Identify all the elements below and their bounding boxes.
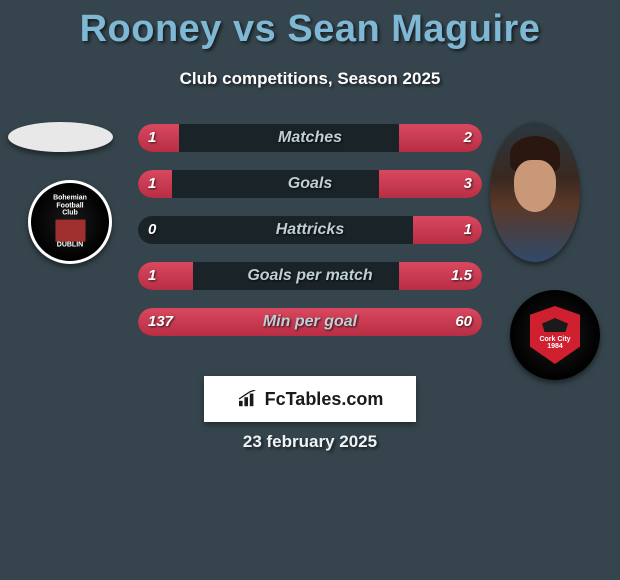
player2-photo [490,122,580,262]
crest-right-year: 1984 [530,343,580,350]
stat-row-goals: 1 Goals 3 [138,170,482,198]
stats-container: 1 Matches 2 1 Goals 3 0 Hattricks 1 1 Go… [138,124,482,354]
crest-left-label: Bohemian Football Club DUBLIN [51,195,90,250]
player2-club-crest: Cork City 1984 [510,290,600,380]
stat-row-hattricks: 0 Hattricks 1 [138,216,482,244]
shield-icon: Cork City 1984 [530,306,580,364]
title-vs: vs [233,8,276,50]
comparison-title: Rooney vs Sean Maguire [0,0,620,51]
subtitle: Club competitions, Season 2025 [0,69,620,89]
stat-value-right: 1.5 [451,262,472,290]
stat-row-goals-per-match: 1 Goals per match 1.5 [138,262,482,290]
stat-label: Matches [138,124,482,152]
stat-label: Hattricks [138,216,482,244]
player1-photo [8,122,113,152]
date-text: 23 february 2025 [0,432,620,452]
stat-value-right: 1 [464,216,472,244]
castle-icon [55,220,85,242]
barchart-icon [237,390,259,408]
brand-text: FcTables.com [265,389,384,410]
ship-icon [542,318,568,332]
player1-club-crest: Bohemian Football Club DUBLIN [28,180,112,264]
stat-label: Min per goal [138,308,482,336]
crest-right-label: Cork City 1984 [530,336,580,350]
stat-row-min-per-goal: 137 Min per goal 60 [138,308,482,336]
title-player2: Sean Maguire [287,8,540,50]
brand-box: FcTables.com [204,376,416,422]
stat-value-right: 3 [464,170,472,198]
crest-left-city: DUBLIN [51,242,90,250]
stat-value-right: 2 [464,124,472,152]
title-player1: Rooney [80,8,222,50]
stat-row-matches: 1 Matches 2 [138,124,482,152]
stat-label: Goals per match [138,262,482,290]
stat-label: Goals [138,170,482,198]
crest-right-club: Cork City [530,336,580,343]
photo-face [514,160,556,212]
crest-left-club: Bohemian Football Club [51,195,90,218]
stat-value-right: 60 [455,308,472,336]
